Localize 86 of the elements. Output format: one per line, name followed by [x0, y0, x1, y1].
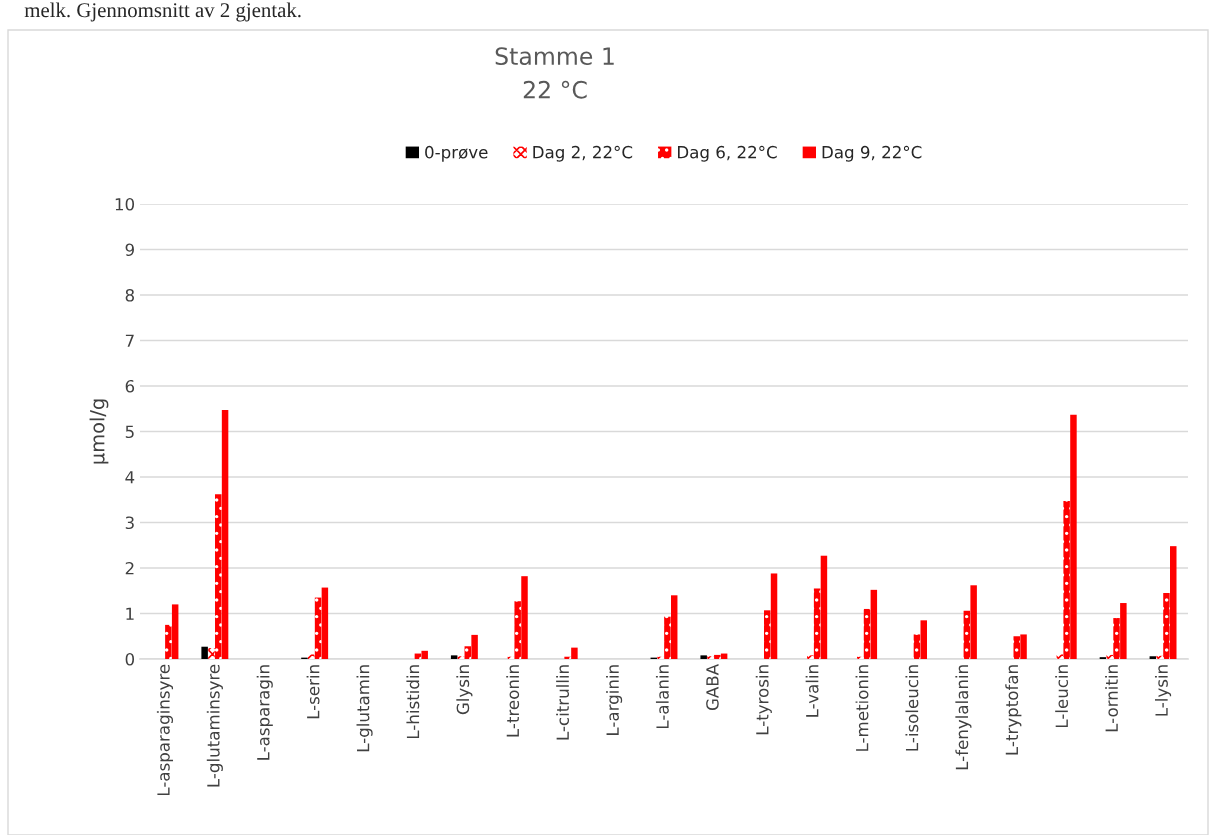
bar [963, 610, 971, 659]
x-tick-label: L-treonin [506, 665, 520, 737]
x-tick-label: L-serin [306, 665, 320, 719]
bar [707, 656, 714, 659]
chart-title: Stamme 1 22 °C [495, 47, 614, 99]
text: melk. Gjennomsnitt av 2 gjentak. [24, 2, 301, 22]
y-tick-label: 8 [125, 288, 134, 302]
bar [770, 573, 778, 659]
bar [970, 585, 977, 659]
bar [700, 655, 707, 659]
legend-label: Dag 2, 22°C [533, 145, 633, 162]
bar [471, 634, 478, 659]
bar [321, 587, 329, 659]
x-tick-label: L-asparaginsyre [156, 664, 174, 796]
bar [1163, 593, 1170, 659]
y-tick-label: 1 [126, 607, 134, 620]
bar [1113, 618, 1120, 659]
bar [314, 597, 322, 659]
bar [863, 608, 871, 659]
bar [457, 656, 465, 659]
bar [1170, 546, 1177, 659]
bar [564, 656, 571, 659]
bar [308, 654, 315, 659]
x-tick-label: L-tryptofan [1005, 665, 1022, 755]
bar [1013, 636, 1020, 659]
y-tick-label: 7 [125, 334, 134, 347]
bar [670, 595, 678, 659]
bar [421, 650, 428, 659]
bar [171, 604, 179, 659]
bar [913, 634, 921, 659]
bar [920, 620, 927, 659]
x-tick-label: L-metionin [855, 665, 869, 751]
bar [450, 655, 458, 659]
y-axis-title: µmol/g [89, 399, 109, 464]
x-tick-label: L-valin [805, 665, 819, 717]
legend-label: Dag 6, 22°C [678, 145, 777, 162]
bar [1063, 501, 1070, 659]
y-tick-label: 4 [125, 471, 135, 484]
bar [521, 576, 528, 659]
bar [657, 656, 664, 659]
bar [165, 624, 172, 659]
x-tick-label: L-histidin [406, 665, 420, 739]
bar [514, 601, 521, 659]
x-tick-label: L-asparagin [256, 665, 273, 760]
bar [664, 616, 671, 659]
bar [208, 648, 215, 659]
bar [820, 555, 828, 659]
bar [1120, 603, 1127, 659]
bar [1056, 654, 1064, 659]
bar [215, 494, 222, 659]
bar [464, 646, 472, 659]
y-tick-label: 3 [125, 516, 134, 530]
bar [807, 655, 814, 659]
x-tick-label: L-ornitin [1105, 665, 1118, 732]
y-tick-label: 5 [125, 425, 134, 439]
bar [571, 647, 578, 659]
x-tick-label: L-isoleucin [905, 665, 919, 751]
x-tick-label: L-alanin [655, 665, 669, 729]
bar [714, 654, 721, 659]
bar [221, 410, 229, 659]
y-tick-label: 0 [125, 652, 135, 666]
bar [813, 588, 821, 659]
legend-label: 0-prøve [425, 145, 488, 162]
x-tick-label: L-lysin [1154, 665, 1172, 716]
bar [1106, 654, 1113, 659]
x-tick-label: L-leucin [1055, 665, 1069, 728]
bar [1020, 634, 1027, 659]
bar [1149, 656, 1157, 659]
bar [763, 610, 771, 659]
bar [201, 646, 208, 659]
y-tick-label: 2 [125, 561, 134, 575]
bar [870, 589, 878, 659]
legend-label: Dag 9, 22°C [822, 145, 922, 162]
x-tick-label: L-tyrosin [755, 665, 772, 735]
x-tick-label: L-glutamin [356, 665, 373, 752]
bar [1070, 414, 1077, 659]
x-tick-label: L-fenylalanin [955, 665, 972, 770]
x-tick-label: L-citrullin [556, 665, 570, 740]
x-tick-label: L-arginin [606, 665, 623, 735]
y-tick-label: 10 [115, 197, 135, 211]
x-tick-label: L-glutaminsyre [206, 664, 223, 787]
x-tick-label: Glysin [456, 665, 473, 715]
x-tick-label: GABA [706, 664, 719, 711]
y-tick-label: 9 [125, 243, 134, 257]
y-tick-label: 6 [125, 379, 135, 393]
bar [1156, 655, 1163, 659]
